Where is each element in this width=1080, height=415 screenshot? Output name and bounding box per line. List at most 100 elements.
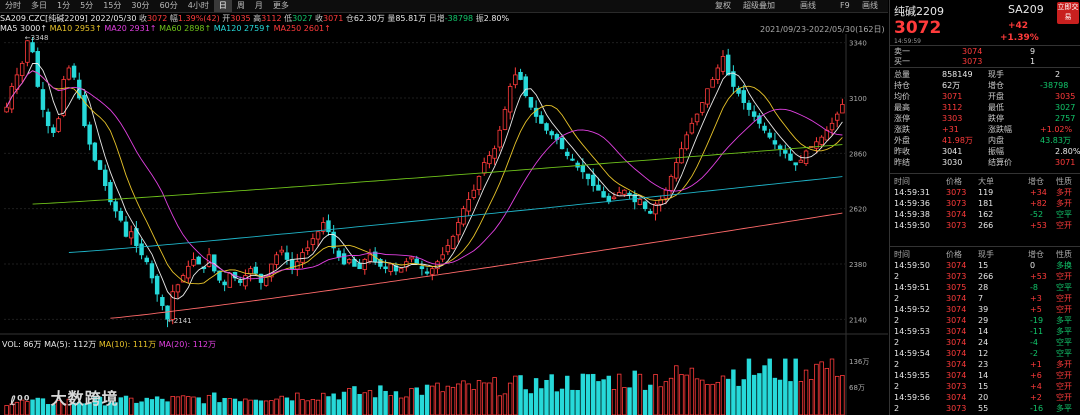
candle-body (97, 160, 103, 170)
ma60-label: MA60 2898↑ (159, 24, 212, 33)
period-tab-1[interactable]: 多日 (31, 1, 47, 10)
volume-bar (575, 390, 580, 415)
candle-body (611, 196, 617, 200)
contract-name: 纯碱2209 (894, 5, 944, 18)
date-range: 2021/09/23-2022/05/30(162日) (760, 25, 885, 34)
tick-row: 14:59:56 3074 20 +2 空开 (894, 393, 1072, 402)
period-tab-11[interactable]: 更多 (272, 1, 289, 10)
volume-bar (331, 393, 336, 415)
candle-body (310, 238, 316, 245)
volume-bar (710, 383, 715, 415)
toolbar-tool-1[interactable]: 超级叠加 (743, 1, 775, 10)
volume-bar (798, 381, 804, 415)
kline-chart[interactable]: 3340 3100 2860 2620 2380 2140 ←3348 ←2141 136万 68… (0, 34, 888, 415)
volume-bar (601, 379, 606, 415)
candle-body (321, 222, 326, 232)
volume-bar (118, 397, 124, 415)
volume-bar (679, 374, 684, 415)
candle-body (601, 191, 606, 198)
candle-body (591, 174, 596, 187)
volume-bar (814, 363, 819, 415)
candle-body (637, 199, 643, 205)
volume-bars (4, 358, 845, 415)
candle-body (175, 284, 181, 293)
candle-body (113, 201, 118, 212)
candle-body (160, 297, 165, 306)
volume-bar (206, 394, 212, 415)
volume-bar (622, 387, 627, 415)
volume-tick-0: 136万 (849, 358, 869, 366)
period-tab-8[interactable]: 日 (213, 0, 232, 12)
candle-body (87, 124, 92, 145)
period-tab-2[interactable]: 1分 (57, 1, 71, 10)
period-tab-0[interactable]: 分时 (5, 1, 21, 10)
candle-body (725, 54, 731, 76)
oi-value: 62.30万 (353, 14, 385, 23)
candle-body (217, 270, 222, 281)
period-tab-9[interactable]: 周 (236, 1, 245, 10)
volume-bar (757, 373, 762, 415)
candle-body (170, 291, 175, 320)
candle-body (648, 210, 653, 214)
volume-bar (212, 392, 217, 415)
candle-body (622, 189, 627, 195)
volume-bar (736, 385, 741, 415)
volume-bar (783, 358, 788, 415)
candle-body (108, 182, 113, 203)
high-value: 3112 (261, 14, 282, 23)
toolbar-tool-4[interactable]: 画线 (862, 1, 878, 10)
volume-bar (279, 395, 284, 415)
candle-body (279, 249, 284, 253)
period-tab-4[interactable]: 15分 (103, 1, 122, 10)
volume-bar (596, 381, 601, 415)
volume-bar (689, 367, 695, 415)
volume-bar (300, 399, 305, 415)
toolbar-tool-2[interactable]: 画线 (800, 1, 816, 10)
candle-body (398, 268, 404, 273)
volume-bar (248, 399, 253, 415)
candle-body (710, 79, 715, 88)
candle-body (347, 259, 352, 264)
volume-bar (456, 383, 461, 415)
volume-bar (435, 382, 440, 415)
volume-bar (326, 396, 331, 415)
volume-bar (803, 369, 809, 415)
ma120-line (68, 176, 843, 253)
volume-bar (580, 373, 586, 415)
period-tab-6[interactable]: 60分 (159, 1, 178, 10)
candle-body (746, 102, 752, 110)
candle-body (450, 235, 456, 249)
candle-body (642, 201, 648, 210)
candle-body (627, 192, 632, 196)
toolbar-tool-0[interactable]: 复权 (715, 1, 731, 10)
candle-body (840, 104, 845, 114)
candle-body (274, 254, 279, 265)
period-tab-3[interactable]: 5分 (80, 1, 94, 10)
volume-bar (518, 375, 523, 415)
trade-now-button[interactable]: 立即交易 (1057, 2, 1079, 24)
tick-row: 2 3074 7 +3 空开 (894, 294, 1072, 303)
volume-bar (134, 402, 139, 415)
candle-body (40, 89, 46, 110)
period-tab-10[interactable]: 月 (254, 1, 263, 10)
toolbar-tool-3[interactable]: F9 (840, 1, 850, 10)
candle-body (243, 275, 248, 287)
candle-body (300, 252, 305, 263)
stat-row: 昨收 3041 振幅 2.80% (894, 147, 1080, 156)
stat-row: 持仓 62万 增仓 -38798 (894, 81, 1069, 90)
candle-body (440, 254, 445, 260)
candle-body (82, 94, 87, 127)
period-tab-5[interactable]: 30分 (131, 1, 150, 10)
volume-bar (196, 397, 201, 415)
amp-value: 2.80% (483, 14, 510, 23)
candle-body (222, 281, 227, 286)
volume-bar (834, 375, 840, 415)
candle-body (580, 165, 586, 173)
volume-bar (217, 402, 222, 415)
candle-body (741, 90, 746, 103)
volume-bar (253, 399, 258, 415)
candle-body (668, 175, 674, 191)
period-tab-7[interactable]: 4小时 (187, 1, 209, 10)
volume-bar (450, 386, 456, 415)
volume-bar (731, 369, 736, 415)
